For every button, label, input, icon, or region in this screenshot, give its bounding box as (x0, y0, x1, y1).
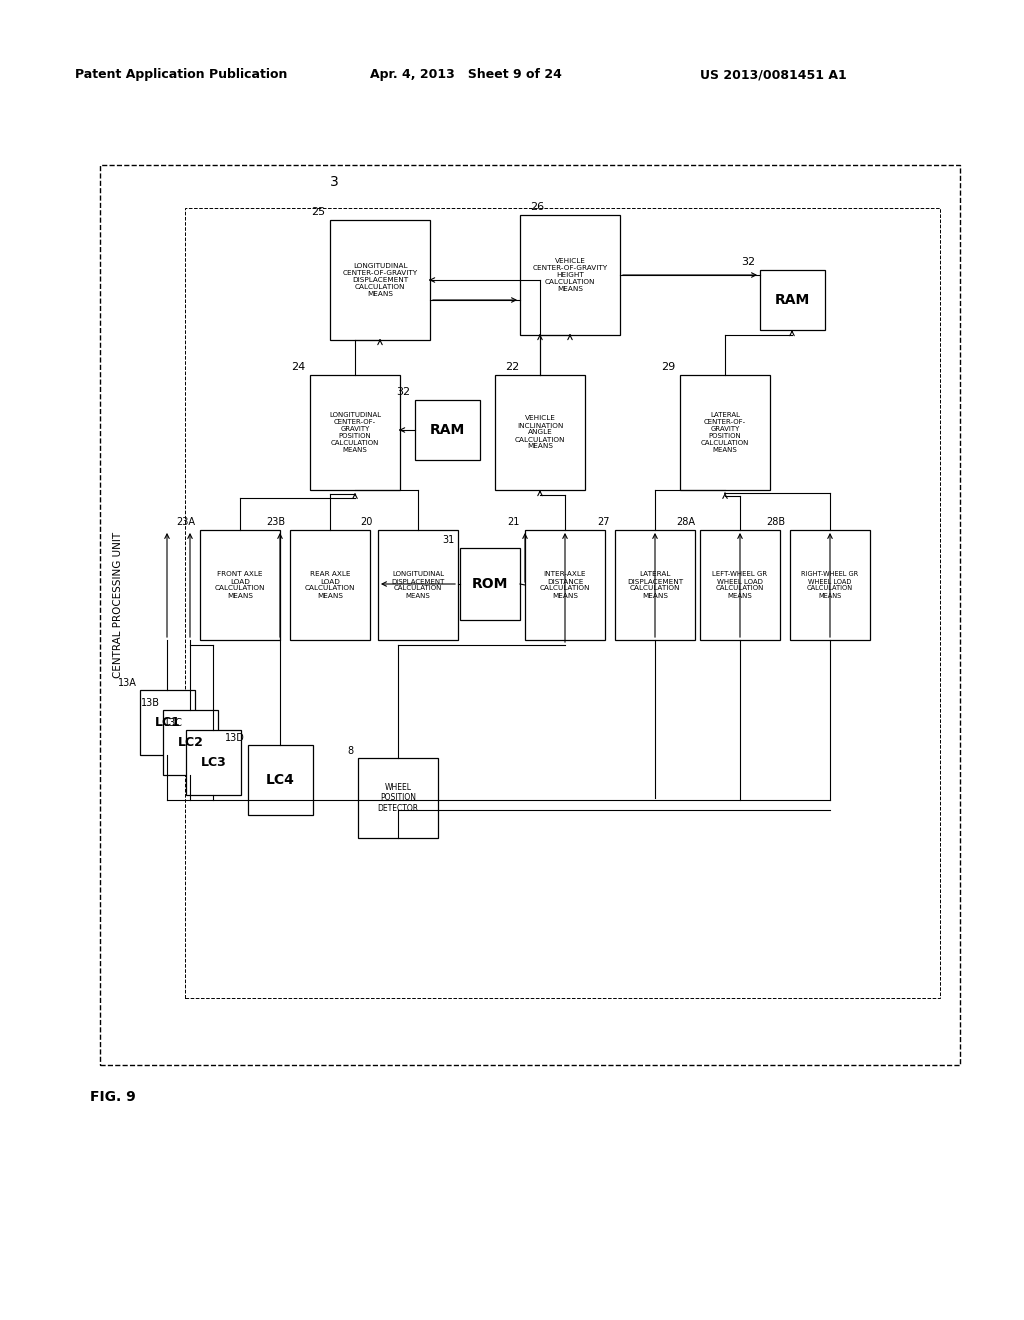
Text: INTER-AXLE
DISTANCE
CALCULATION
MEANS: INTER-AXLE DISTANCE CALCULATION MEANS (540, 572, 590, 598)
Text: 23A: 23A (176, 517, 195, 527)
Text: LONGITUDINAL
DISPLACEMENT
CALCULATION
MEANS: LONGITUDINAL DISPLACEMENT CALCULATION ME… (391, 572, 444, 598)
Text: 28B: 28B (766, 517, 785, 527)
Text: 13D: 13D (225, 733, 245, 743)
Text: 13A: 13A (118, 678, 137, 688)
Text: 32: 32 (396, 387, 410, 397)
Text: 25: 25 (311, 207, 325, 216)
Text: 27: 27 (597, 517, 610, 527)
Text: LC1: LC1 (155, 715, 180, 729)
Bar (186, 730, 241, 795)
Text: 26: 26 (530, 202, 544, 213)
Text: 22: 22 (505, 362, 519, 372)
Text: 21: 21 (508, 517, 520, 527)
Text: ROM: ROM (472, 577, 508, 591)
Text: FRONT AXLE
LOAD
CALCULATION
MEANS: FRONT AXLE LOAD CALCULATION MEANS (215, 572, 265, 598)
Text: 24: 24 (291, 362, 305, 372)
Text: 20: 20 (360, 517, 373, 527)
Bar (495, 375, 585, 490)
Text: 23B: 23B (266, 517, 285, 527)
Bar (760, 271, 825, 330)
Bar (310, 375, 400, 490)
Bar (520, 215, 620, 335)
Bar (358, 758, 438, 838)
Bar (615, 531, 695, 640)
Text: REAR AXLE
LOAD
CALCULATION
MEANS: REAR AXLE LOAD CALCULATION MEANS (305, 572, 355, 598)
Bar (100, 165, 961, 1065)
Bar (200, 531, 280, 640)
Text: FIG. 9: FIG. 9 (90, 1090, 136, 1104)
Text: 13C: 13C (164, 718, 183, 729)
Text: 3: 3 (330, 176, 339, 189)
Text: LC3: LC3 (201, 756, 226, 770)
Bar (248, 744, 313, 814)
Text: LC2: LC2 (177, 737, 204, 748)
Bar (460, 548, 520, 620)
Text: RIGHT-WHEEL GR
WHEEL LOAD
CALCULATION
MEANS: RIGHT-WHEEL GR WHEEL LOAD CALCULATION ME… (802, 572, 859, 598)
Text: LONGITUDINAL
CENTER-OF-
GRAVITY
POSITION
CALCULATION
MEANS: LONGITUDINAL CENTER-OF- GRAVITY POSITION… (329, 412, 381, 453)
Text: Patent Application Publication: Patent Application Publication (75, 69, 288, 81)
Bar (290, 531, 370, 640)
Text: US 2013/0081451 A1: US 2013/0081451 A1 (700, 69, 847, 81)
Text: LATERAL
CENTER-OF-
GRAVITY
POSITION
CALCULATION
MEANS: LATERAL CENTER-OF- GRAVITY POSITION CALC… (700, 412, 750, 453)
Text: CENTRAL PROCESSING UNIT: CENTRAL PROCESSING UNIT (113, 532, 123, 678)
Text: VEHICLE
CENTER-OF-GRAVITY
HEIGHT
CALCULATION
MEANS: VEHICLE CENTER-OF-GRAVITY HEIGHT CALCULA… (532, 257, 607, 292)
Bar (163, 710, 218, 775)
Bar (378, 531, 458, 640)
Bar (680, 375, 770, 490)
Text: 31: 31 (442, 535, 455, 545)
Text: Apr. 4, 2013   Sheet 9 of 24: Apr. 4, 2013 Sheet 9 of 24 (370, 69, 562, 81)
Bar (140, 690, 195, 755)
Text: 29: 29 (660, 362, 675, 372)
Bar (330, 220, 430, 341)
Text: WHEEL
POSITION
DETECTOR: WHEEL POSITION DETECTOR (378, 783, 419, 813)
Text: LATERAL
DISPLACEMENT
CALCULATION
MEANS: LATERAL DISPLACEMENT CALCULATION MEANS (627, 572, 683, 598)
Text: VEHICLE
INCLINATION
ANGLE
CALCULATION
MEANS: VEHICLE INCLINATION ANGLE CALCULATION ME… (515, 416, 565, 450)
Text: 32: 32 (741, 257, 755, 267)
Text: RAM: RAM (430, 422, 465, 437)
Bar (185, 209, 940, 998)
Text: RAM: RAM (775, 293, 810, 308)
Bar (525, 531, 605, 640)
Bar (790, 531, 870, 640)
Text: 8: 8 (347, 746, 353, 756)
Bar (415, 400, 480, 459)
Text: LONGITUDINAL
CENTER-OF-GRAVITY
DISPLACEMENT
CALCULATION
MEANS: LONGITUDINAL CENTER-OF-GRAVITY DISPLACEM… (342, 263, 418, 297)
Text: LC4: LC4 (266, 774, 295, 787)
Bar (700, 531, 780, 640)
Text: 28A: 28A (676, 517, 695, 527)
Text: 13B: 13B (141, 698, 160, 708)
Text: LEFT-WHEEL GR
WHEEL LOAD
CALCULATION
MEANS: LEFT-WHEEL GR WHEEL LOAD CALCULATION MEA… (713, 572, 768, 598)
